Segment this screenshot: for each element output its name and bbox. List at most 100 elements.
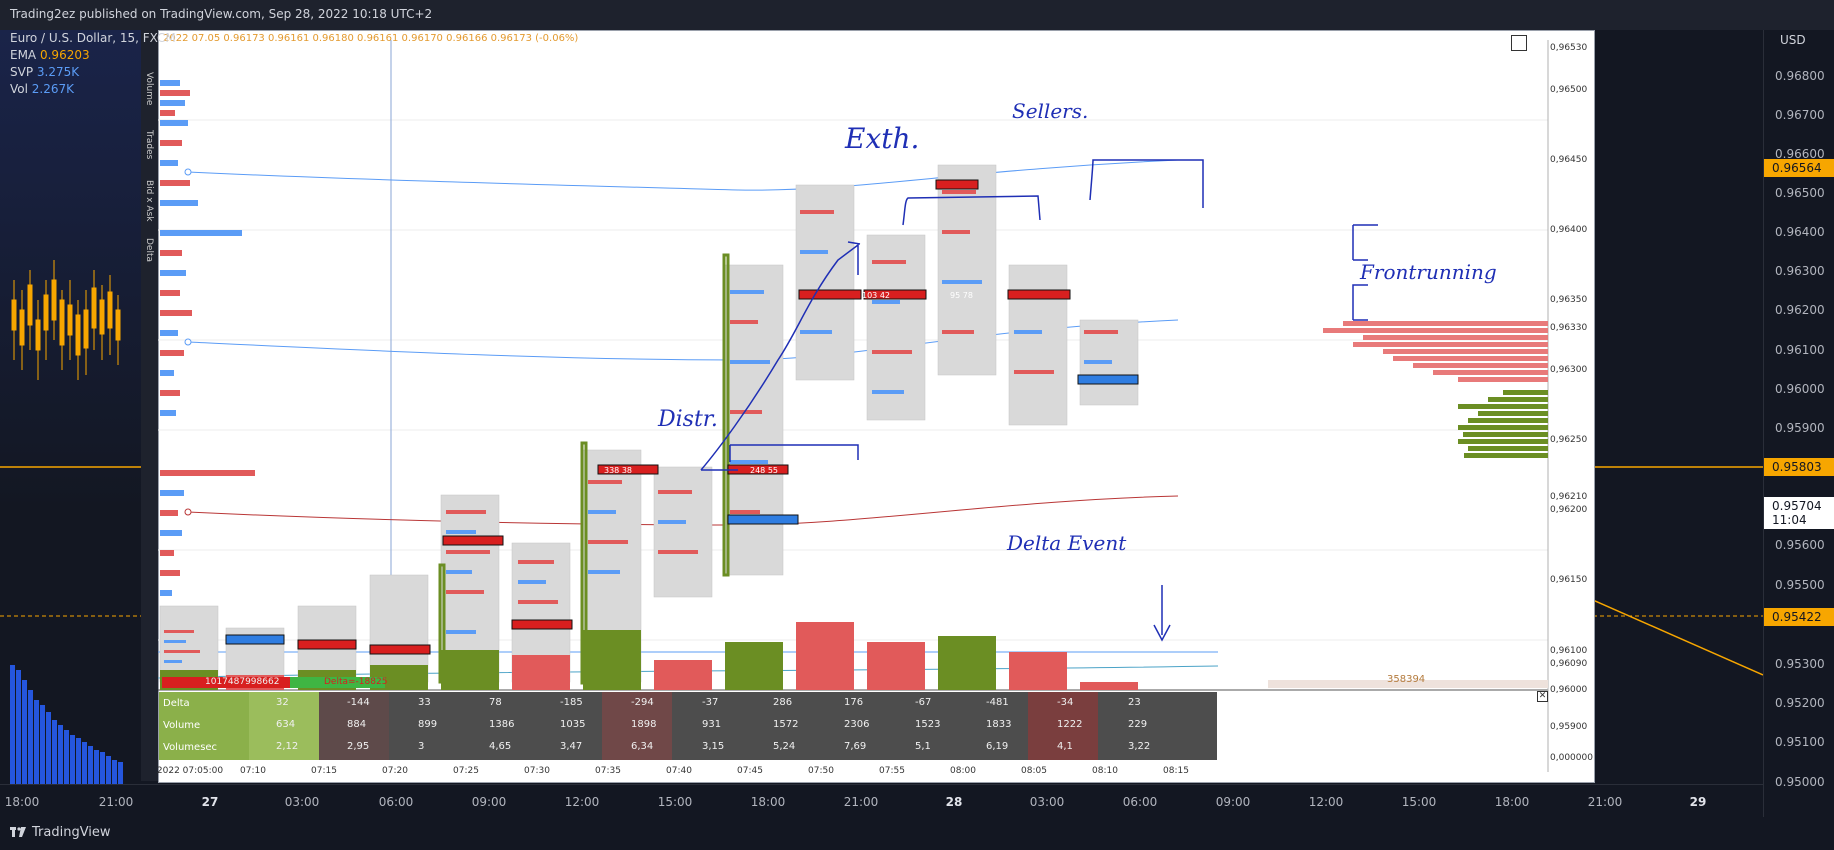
delta-table: Delta Volume Volumesec [159,692,1221,760]
currency-label: USD [1780,33,1806,47]
inner-price: 0,96530 [1550,43,1588,53]
table-cell-volumesec: 7,69 [844,741,867,752]
time-label: 03:00 [1029,795,1065,809]
inner-price: 0,96250 [1550,435,1588,445]
table-cell-volume: 634 [276,719,296,730]
inner-price: 0,96450 [1550,155,1588,165]
level-a-badge: 0.95803 [1764,458,1834,476]
rail-trades[interactable]: Trades [144,130,154,160]
maximize-button[interactable] [1511,35,1527,51]
table-cell-volumesec: 2,12 [276,741,299,752]
time-label: 21:00 [1587,795,1623,809]
sum-label-left: 1017487998662 [205,677,280,687]
price-label: 0.96800 [1775,69,1825,83]
table-cell-volumesec: 3,15 [702,741,725,752]
price-label: 0.96000 [1775,382,1825,396]
inner-price: 0,96400 [1550,225,1588,235]
inner-time: 07:40 [666,766,692,776]
rail-bid-ask[interactable]: Bid x Ask [144,180,154,222]
inner-price: 0,96150 [1550,575,1588,585]
table-cell-volume: 1035 [560,719,586,730]
tradingview-logo-icon [10,827,26,837]
poc-label-3: 103 42 [862,291,890,300]
time-label: 29 [1689,795,1707,809]
last-price-badge: 0.95704 [1764,497,1834,515]
annotation-exth: Exth. [845,122,920,155]
inner-price: 0,96200 [1550,505,1588,515]
inner-time: 08:10 [1092,766,1118,776]
vol-indicator[interactable]: Vol 2.267K [10,82,75,96]
footprint-info-bar: 2022 07.05 0.96173 0.96161 0.96180 0.961… [163,33,579,44]
poc-label-5: 153 [1027,181,1043,190]
table-cell-volumesec: 6,34 [631,741,654,752]
svp-indicator[interactable]: SVP 3.275K [10,65,80,79]
time-label: 27 [201,795,219,809]
time-label: 06:00 [378,795,414,809]
table-cell-volumesec: 4,65 [489,741,512,752]
symbol-title[interactable]: Euro / U.S. Dollar, 15, FXCM [10,31,176,45]
current-price-badge: 0.96564 [1764,159,1834,177]
price-label: 0.96500 [1775,186,1825,200]
close-table-button[interactable]: ✕ [1537,691,1548,702]
footprint-chart[interactable] [158,30,1593,790]
time-label: 28 [945,795,963,809]
time-label: 21:00 [98,795,134,809]
footprint-tool-rail[interactable]: Volume Trades Bid x Ask Delta [141,30,158,781]
table-cell-delta: 78 [489,697,502,708]
footer-brand[interactable]: TradingView [32,825,111,840]
time-label: 03:00 [284,795,320,809]
inner-price: 0,96210 [1550,492,1588,502]
row-label-volume: Volume [163,720,201,731]
level-c-label: 0.95300 [1775,657,1825,671]
table-cell-delta: -185 [560,697,583,708]
rail-volume[interactable]: Volume [144,72,154,106]
inner-price: 0,96350 [1550,295,1588,305]
ema-indicator[interactable]: EMA 0.96203 [10,48,90,62]
price-label: 0.96700 [1775,108,1825,122]
table-cell-delta: 33 [418,697,431,708]
countdown-badge: 11:04 [1764,511,1834,529]
table-cell-volume: 1833 [986,719,1012,730]
table-cell-delta: 286 [773,697,793,708]
table-cell-volume: 1898 [631,719,657,730]
table-cell-volume: 229 [1128,719,1148,730]
inner-price: 0,95900 [1550,722,1588,732]
table-cell-delta: -481 [986,697,1009,708]
time-label: 21:00 [843,795,879,809]
price-label: 0.96300 [1775,264,1825,278]
left-side-overlay [0,466,160,617]
price-label: 0.95500 [1775,578,1825,592]
table-cell-volumesec: 5,24 [773,741,796,752]
inner-time: 07:10 [240,766,266,776]
inner-price: 0,96090 [1550,659,1588,669]
rail-delta[interactable]: Delta [144,238,154,263]
table-cell-volume: 884 [347,719,367,730]
time-label: 12:00 [564,795,600,809]
annotation-distr: Distr. [658,407,718,432]
level-b-badge: 0.95422 [1764,608,1834,626]
table-cell-delta: -67 [915,697,932,708]
time-label: 15:00 [657,795,693,809]
price-label: 0.96200 [1775,303,1825,317]
right-side-overlay [1593,466,1763,676]
annotation-frontrunning: Frontrunning [1360,260,1497,284]
table-cell-volumesec: 6,19 [986,741,1009,752]
inner-time: 07:50 [808,766,834,776]
inner-price: 0,96330 [1550,323,1588,333]
table-cell-delta: -37 [702,697,719,708]
table-cell-volumesec: 5,1 [915,741,931,752]
table-cell-volumesec: 2,95 [347,741,370,752]
table-cell-volume: 1523 [915,719,941,730]
price-label: 0.95900 [1775,421,1825,435]
table-cell-delta: -144 [347,697,370,708]
inner-time: 08:05 [1021,766,1047,776]
sum-left-bar [162,677,312,688]
inner-time: 07:45 [737,766,763,776]
table-cell-delta: 176 [844,697,864,708]
time-axis[interactable]: 18:00 21:00 27 03:00 06:00 09:00 12:00 1… [0,784,1763,818]
inner-time: 07:20 [382,766,408,776]
table-cell-volumesec: 3,22 [1128,741,1151,752]
chart-legend[interactable]: Euro / U.S. Dollar, 15, FXCM EMA 0.96203… [10,30,176,98]
table-cell-volume: 1572 [773,719,799,730]
price-label: 0.96100 [1775,343,1825,357]
